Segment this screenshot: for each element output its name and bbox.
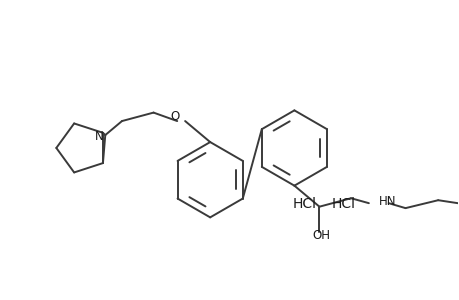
Text: N: N — [95, 130, 103, 143]
Text: HN: HN — [378, 195, 395, 208]
Text: OH: OH — [312, 229, 330, 242]
Text: HCl: HCl — [331, 197, 355, 212]
Text: HCl: HCl — [291, 197, 316, 212]
Text: O: O — [169, 110, 179, 123]
